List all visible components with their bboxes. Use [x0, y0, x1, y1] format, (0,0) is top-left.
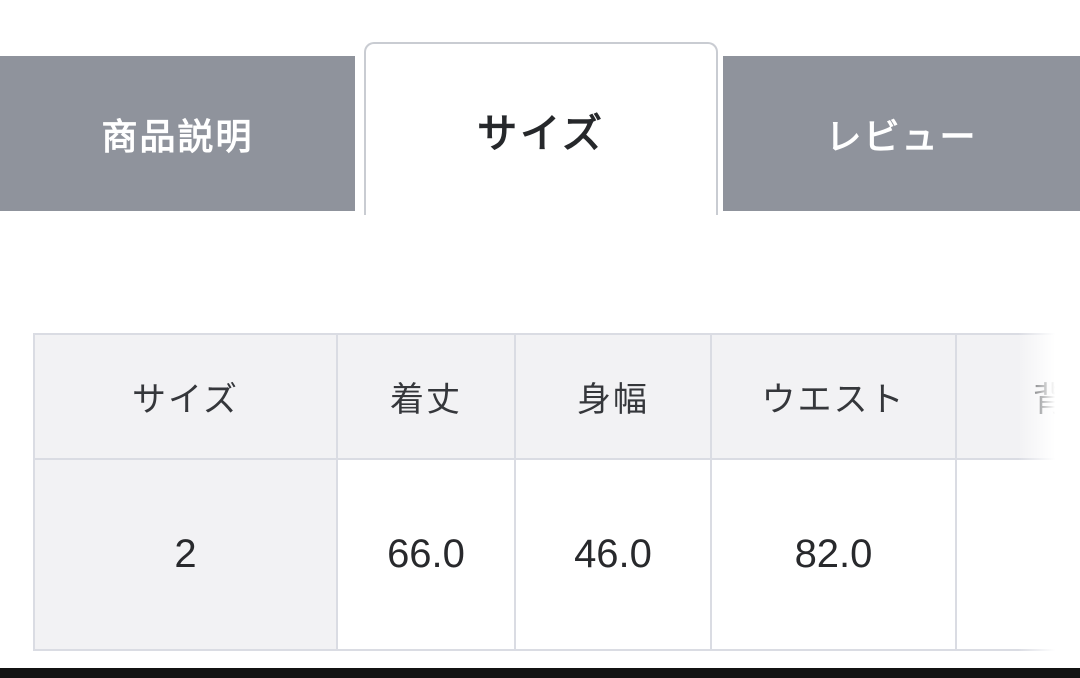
header-cell-length: 着丈: [336, 333, 516, 460]
size-table: サイズ 着丈 身幅 ウエスト 背 2 66.0 46.0 82.0: [33, 333, 1080, 651]
header-cell-back: 背: [955, 333, 1080, 460]
cell-back-value: [955, 458, 1080, 651]
tab-product-description[interactable]: 商品説明: [0, 56, 355, 211]
header-cell-size: サイズ: [33, 333, 338, 460]
cell-size-value: 2: [33, 458, 338, 651]
tab-review-label: レビュー: [825, 115, 978, 157]
size-table-header-row: サイズ 着丈 身幅 ウエスト 背: [33, 333, 1080, 460]
size-table-scroll-area[interactable]: サイズ 着丈 身幅 ウエスト 背 2 66.0 46.0 82.0: [33, 333, 1080, 654]
cell-waist-value: 82.0: [710, 458, 957, 651]
bottom-bar: [0, 668, 1080, 678]
size-table-data-row: 2 66.0 46.0 82.0: [33, 458, 1080, 651]
header-cell-waist: ウエスト: [710, 333, 957, 460]
tab-product-description-label: 商品説明: [101, 115, 254, 157]
tab-review[interactable]: レビュー: [723, 56, 1080, 211]
header-cell-body-width: 身幅: [514, 333, 712, 460]
cell-length-value: 66.0: [336, 458, 516, 651]
cell-body-width-value: 46.0: [514, 458, 712, 651]
tab-size-label: サイズ: [477, 111, 605, 156]
tab-size[interactable]: サイズ: [364, 42, 718, 215]
